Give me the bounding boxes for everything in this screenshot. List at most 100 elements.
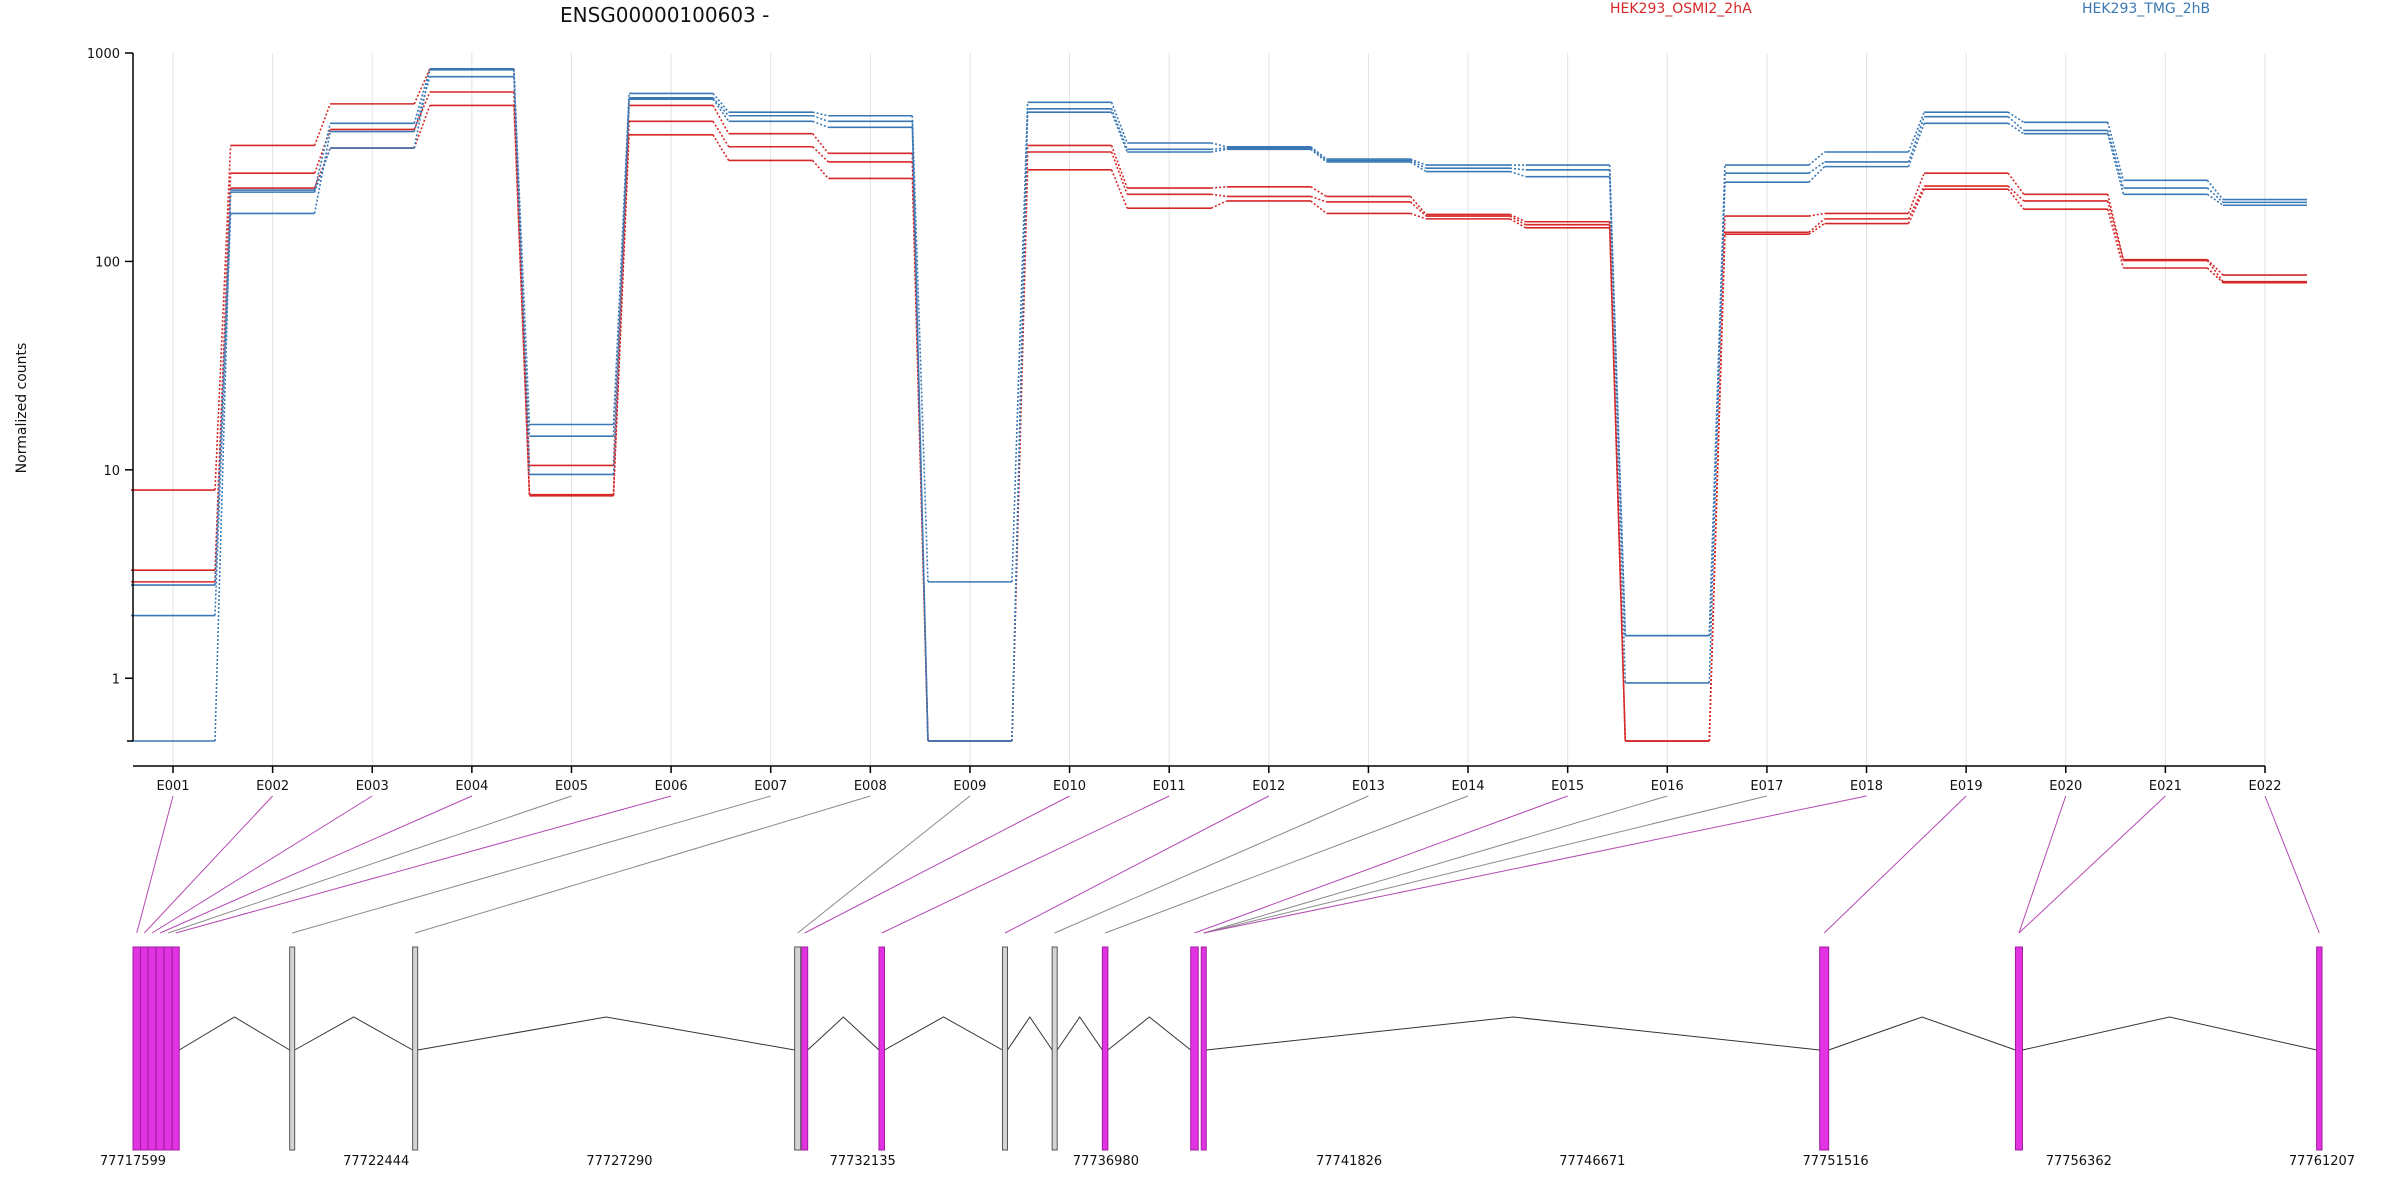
series-connector [1509,215,1527,226]
intron-line [417,1016,795,1051]
series-connector [2106,122,2125,181]
bin-connector [136,795,174,934]
x-tick-label: E009 [953,779,986,794]
bin-connector [1194,795,1568,934]
exon-box [289,946,296,1151]
series-connector [1409,201,1427,217]
series-connector [1310,186,1327,198]
x-tick-label: E020 [2049,779,2082,794]
x-tick-label: E010 [1053,779,1086,794]
coordinate-label: 77746671 [1559,1154,1625,1169]
series-connector [1509,213,1527,223]
x-tick-label: E007 [754,779,787,794]
chart-title: ENSG00000100603 - [560,3,769,27]
coordinate-label: 77727290 [586,1154,652,1169]
series-connector [1708,234,1726,742]
exon-box [171,946,180,1151]
series-connector [2007,116,2025,132]
series-connector [1907,123,1925,167]
x-tick-label: E006 [655,779,688,794]
exon-box [1051,946,1058,1151]
bin-connector [1823,795,1967,934]
bin-to-exon-connectors [136,795,2320,934]
series-connector [1110,169,1128,209]
series-connector [1808,166,1826,183]
series-connector [1509,167,1526,171]
x-tick-label: E021 [2149,779,2182,794]
series-connector [413,68,431,105]
series-connector [712,120,730,148]
genomic-coordinate-ticks: 77717599 77722444 77727290 77732135 77736980… [100,1154,2355,1169]
intron-line [1007,1016,1053,1051]
series-connector [1509,218,1527,229]
bin-connector [804,795,1070,934]
intron-line [1107,1016,1192,1051]
series-connector [1808,212,1825,217]
series-connector [513,105,531,496]
bin-connector [1203,795,1867,934]
series-connector [2206,187,2224,203]
series-connector [1110,151,1128,195]
bin-connector [151,795,373,934]
series-connector [812,146,829,163]
gene-model [132,946,2323,1151]
bin-connector [1203,795,1668,934]
exon-box [1001,946,1008,1151]
series-connector [1310,195,1327,203]
series-connector [413,76,431,132]
intron-line [807,1016,880,1051]
series-connector [1907,116,1925,163]
series-connector [2106,133,2125,195]
y-tick-label: 10 [103,464,120,479]
exon-box [801,946,809,1151]
series-connector [712,105,730,135]
coordinate-label: 77722444 [343,1154,409,1169]
x-tick-label: E014 [1452,779,1485,794]
exon-box [163,946,173,1151]
series-connector [1211,147,1227,151]
series-connector [1409,195,1427,215]
series-connector [2007,188,2025,210]
series-connector [313,103,331,146]
series-connector [2007,111,2025,123]
bin-connector [1004,795,1270,934]
series-connector [612,99,630,475]
x-tick-label: E016 [1651,779,1684,794]
series-connector [2206,193,2224,206]
series-connector [2106,194,2125,260]
bin-connector [168,795,572,934]
series-connector [2106,200,2125,261]
coordinate-label: 77732135 [830,1154,896,1169]
series-connector [1608,176,1627,683]
x-tick-label: E015 [1551,779,1584,794]
intron-line [1206,1016,1820,1051]
x-tick-label: E017 [1750,779,1783,794]
coordinate-label: 77717599 [100,1154,166,1169]
series-connector [1907,172,1925,214]
x-tick-label: E002 [256,779,289,794]
series-connector [1011,102,1029,582]
series-connector [712,98,730,122]
y-tick-label: 100 [95,255,120,270]
intron-line [294,1016,413,1051]
coordinate-label: 77761207 [2289,1154,2355,1169]
intron-line [1828,1016,2016,1051]
series-connector [513,69,531,475]
x-tick-label: E005 [555,779,588,794]
x-tick-label: E018 [1850,779,1883,794]
x-tick-label: E022 [2248,779,2281,794]
series-connector [2206,267,2224,284]
series-connector [1708,216,1726,742]
series-connector [1011,112,1029,742]
series-connector [1708,182,1726,683]
series-connector [1410,161,1427,173]
exon-box [155,946,165,1151]
x-tick-label: E012 [1252,779,1285,794]
series-connector [1907,185,1925,220]
series-connector [214,213,232,616]
series-connector [214,192,232,742]
bin-connector [797,795,971,934]
legend-entry-tmg: HEK293_TMG_2hB [2082,1,2210,17]
series-connector [1410,212,1427,220]
